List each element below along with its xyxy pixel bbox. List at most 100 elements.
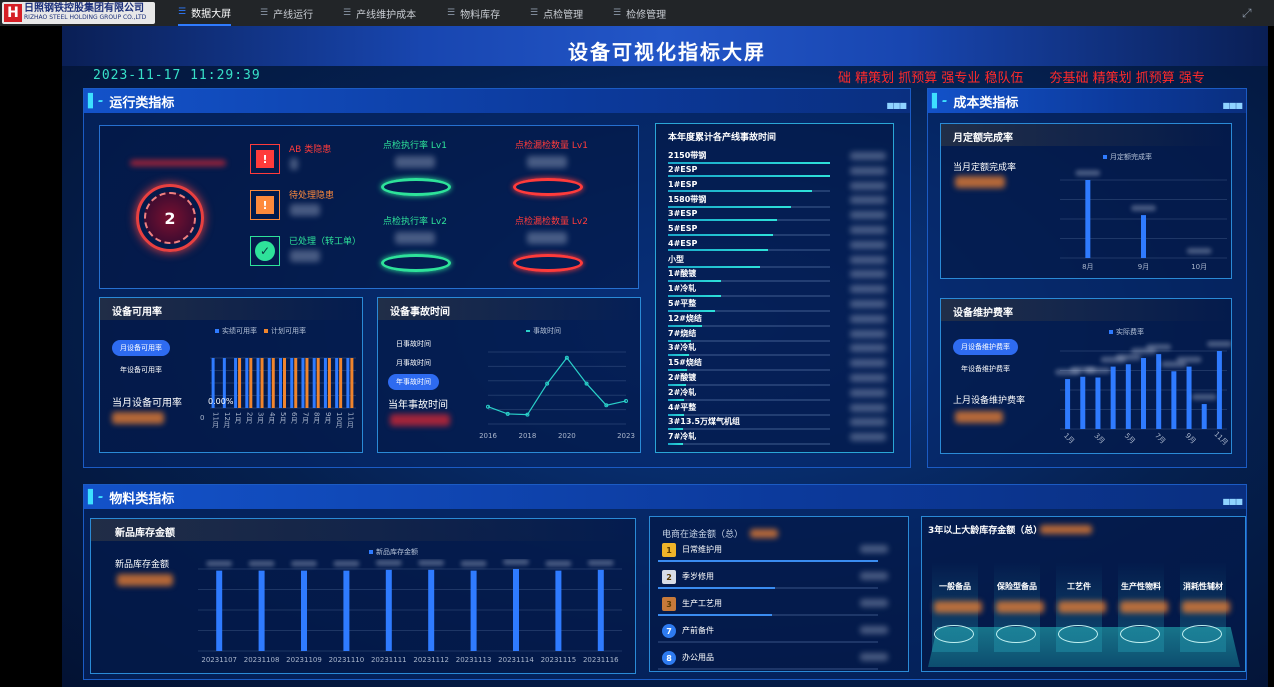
line-name: 3#冷轧 [668, 343, 697, 353]
line-name: 15#烧结 [668, 358, 702, 368]
line-name: 5#ESP [668, 224, 698, 233]
aged-category-label: 工艺件 [1067, 582, 1091, 591]
inspection-label: 点检漏检数量 Lv2 [515, 217, 588, 227]
value-label-blurred [206, 560, 233, 567]
section-marker-icon: ▌- [88, 489, 104, 505]
bar [256, 358, 260, 408]
line-row: 1580带钢 [668, 194, 886, 209]
nav-tab-2[interactable]: ☰ 产线维护成本 [343, 0, 416, 26]
gauge-value: 2 [144, 192, 196, 244]
nav-tab-5[interactable]: ☰ 检修管理 [613, 0, 666, 26]
line-bar [668, 339, 691, 342]
box-title: 电商在途金额（总） [662, 530, 744, 540]
y-tick-label: 0 [200, 414, 204, 422]
x-tick-label: 9月 [1184, 432, 1198, 446]
bar [1186, 366, 1192, 429]
x-tick-label: 20231107 [201, 656, 237, 664]
bar [1156, 354, 1162, 429]
value-label-blurred [1085, 367, 1111, 374]
tab-0[interactable]: 月设备可用率 [112, 340, 170, 356]
bar [1095, 377, 1101, 429]
bar [1065, 379, 1071, 429]
quota-chart: 8月 9月 10月 [1060, 170, 1227, 271]
line-accident-box: 本年度累计各产线事故时间 2150带钢 2#ESP 1#ESP 1580带钢 3#ESP… [655, 123, 894, 453]
tab-2[interactable]: 年事故时间 [388, 374, 439, 390]
nav-tab-label: 检修管理 [626, 9, 667, 21]
x-tick-label: 3月 [1092, 432, 1106, 446]
line-name: 1#ESP [668, 179, 698, 189]
line-row: 1#酸镀 [668, 268, 886, 283]
x-tick-label: 2016 [479, 432, 497, 440]
value-label-blurred [1176, 356, 1202, 363]
nav-tab-label: 数据大屏 [191, 8, 232, 20]
line-bar [668, 354, 690, 357]
nav-tab-1[interactable]: ☰ 产线运行 [260, 0, 313, 26]
line-name: 2#ESP [668, 164, 698, 174]
tab-0[interactable]: 日事故时间 [396, 340, 431, 348]
maint-chart: 1月 3月 5月 7月 9月 11月 [1055, 341, 1231, 447]
line-row: 2150带钢 [668, 150, 886, 164]
cylinder-base [1058, 625, 1098, 643]
aged-box: 3年以上大龄库存金额（总） 一般备品 保险型备品 工艺件 生产性物料 消耗性辅材 [921, 516, 1246, 672]
category-label: 产前备件 [682, 626, 714, 635]
bar [222, 358, 226, 408]
tab-1[interactable]: 月事故时间 [396, 359, 431, 367]
bar [335, 358, 339, 408]
bar [283, 358, 286, 408]
x-tick-label: 7月 [1153, 432, 1167, 446]
x-tick-label: 5月 [1123, 432, 1137, 446]
aged-category-label: 一般备品 [939, 582, 971, 591]
ecommerce-box: 电商在途金额（总） 1 日常维护用 2 季岁修用 3 生产工艺用 7 产前备件 8 办公用品 [649, 516, 909, 672]
bar [305, 358, 309, 408]
data-point [624, 398, 628, 403]
value-label-blurred [1070, 366, 1096, 373]
line-name: 4#ESP [668, 238, 698, 248]
legend-stock: 新品库存金额 [376, 548, 418, 556]
nav-tab-4[interactable]: ☰ 点检管理 [530, 0, 583, 26]
bar [294, 358, 298, 408]
x-tick-label: 5月 [279, 412, 287, 425]
category-bar [658, 560, 878, 562]
company-logo[interactable]: H 日照钢铁控股集团有限公司 RIZHAO STEEL HOLDING GROUP… [2, 2, 155, 24]
line-bar [668, 295, 722, 298]
value-label-blurred [1161, 361, 1187, 368]
top-nav: H 日照钢铁控股集团有限公司 RIZHAO STEEL HOLDING GROUP… [0, 0, 1274, 26]
nav-tab-3[interactable]: ☰ 物料库存 [447, 0, 500, 26]
category-label: 生产工艺用 [682, 599, 722, 608]
bar [216, 570, 223, 651]
value-label-blurred [1186, 248, 1212, 254]
line-bar [668, 174, 830, 177]
line-row: 5#ESP [668, 224, 886, 236]
hazard-label: AB 类隐患 [289, 145, 332, 155]
bar [1080, 376, 1086, 429]
x-tick-label: 20231109 [286, 656, 322, 664]
slogan-marquee: 础 精策划 抓预算 强专业 稳队伍 夯基础 精策划 抓预算 强专 [838, 71, 1205, 86]
bar [343, 570, 350, 651]
data-point [564, 355, 569, 360]
bar [1085, 180, 1091, 258]
fullscreen-icon[interactable]: ⤢ [1242, 6, 1252, 20]
x-tick-label: 8月 [313, 412, 321, 425]
line-bar [668, 413, 685, 416]
warning-icon: ! [250, 190, 280, 220]
inspection-label: 点检执行率 Lv1 [383, 141, 447, 151]
stock-box: 新品库存金额 新品库存金额 新品库存金额 20231107 20231108 202… [90, 518, 636, 674]
bar [271, 358, 275, 408]
bar [350, 358, 354, 408]
tab-0[interactable]: 月设备维护费率 [953, 339, 1018, 355]
aged-category-label: 保险型备品 [997, 582, 1037, 591]
bar [597, 569, 604, 651]
list-icon: ☰ [447, 8, 456, 18]
x-tick-label: 3月 [257, 412, 265, 425]
nav-tab-0[interactable]: ☰ 数据大屏 [178, 0, 232, 26]
x-tick-label: 11月 [212, 412, 220, 429]
tab-1[interactable]: 年设备维护费率 [961, 365, 1010, 373]
value-label-blurred [333, 560, 360, 567]
line-row: 1#冷轧 [668, 283, 886, 298]
x-tick-label: 9月 [324, 412, 332, 425]
material-panel: ▌- 物料类指标 ■■■ 新品库存金额 新品库存金额 新品库存金额 20231107… [83, 484, 1247, 680]
hazard-label: 已处理（转工单） [289, 237, 362, 247]
tab-1[interactable]: 年设备可用率 [120, 366, 162, 374]
line-name: 7#冷轧 [668, 432, 697, 442]
quota-box: 月定额完成率 当月定额完成率 月定额完成率 8月 9月 10月 [940, 123, 1232, 279]
